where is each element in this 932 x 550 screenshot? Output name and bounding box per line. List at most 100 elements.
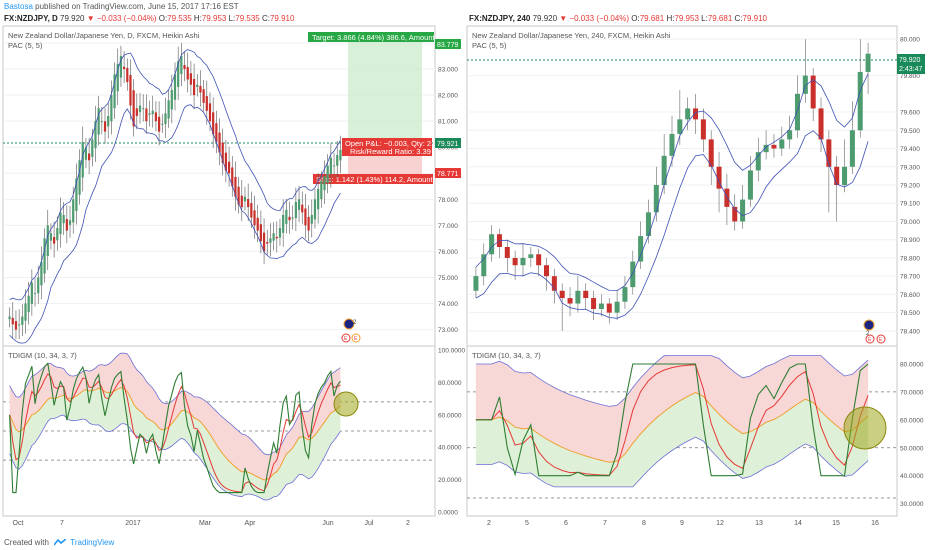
svg-text:E: E [354,336,358,342]
left-time-tick: 2 [406,520,410,527]
left-price-axis[interactable]: 84.00083.00082.00081.00080.00079.00078.0… [438,41,458,335]
left-tdi-tick: 20.0000 [438,477,462,484]
left-chart-title: New Zealand Dollar/Japanese Yen, D, FXCM… [8,31,200,40]
left-candle-body [237,186,240,205]
left-candle-body [138,105,142,113]
right-candle-body [810,75,816,109]
left-candle-body [326,165,329,183]
left-tdi-tick: 0.0000 [438,510,458,517]
rr-label: Risk/Reward Ratio: 3.39 [350,147,431,156]
footer-brand[interactable]: TradingView [70,538,115,547]
left-candle-body [304,208,307,226]
right-candle-body [473,276,479,291]
left-candle-body [21,316,24,325]
svg-text:78.771: 78.771 [437,171,459,178]
left-candle-body [173,74,177,100]
left-candle-body [88,153,91,161]
right-event-markers[interactable]: 2 E E [863,319,886,344]
right-candle-body [779,139,785,149]
left-candle-body [84,147,88,160]
left-candle-body [240,195,243,208]
left-candle-body [148,113,151,115]
right-candle-body [802,75,808,94]
left-time-tick: Oct [13,520,24,527]
left-tdi-tick: 80.0000 [438,380,462,387]
left-candle-body [37,277,40,294]
left-candle-body [27,295,30,313]
left-candle-body [192,78,196,96]
author-link[interactable]: Bastosa [4,2,33,11]
right-candle-body [638,236,644,262]
left-price-tick: 81.000 [438,119,458,126]
right-candle-body [504,247,510,258]
right-tdi-tick: 30.0000 [900,501,924,508]
left-candle-body [336,155,339,166]
left-time-axis[interactable]: Oct 7 2017 Mar Apr Jun Jul 2 [13,520,410,527]
right-candle-body [755,152,761,171]
right-candle-body [771,144,777,149]
left-price-tick: 75.000 [438,275,458,282]
right-tdi-band-upper [475,355,869,407]
right-candle-body [606,303,612,313]
right-candle-body [598,303,604,309]
right-candle-body [849,130,855,167]
left-candle-body [62,214,65,224]
left-tdi-axis[interactable]: 100.0000 80.0000 60.0000 40.0000 20.0000 0.00… [438,348,465,517]
right-time-tick: 6 [564,520,568,527]
left-event-markers[interactable]: 2 E E [341,318,361,343]
left-candle-body [313,199,317,220]
right-time-tick: 14 [794,520,802,527]
right-tdi-axis[interactable]: 80.0000 70.0000 60.0000 50.0000 40.0000 30.00… [900,361,924,508]
right-price-tick: 79.400 [900,146,920,153]
left-candle-body [320,181,323,200]
right-price-axis[interactable]: 80.000 79.800 79.600 79.500 79.400 79.300 79.2… [900,37,920,336]
left-candle-body [142,108,145,110]
left-stop-tag: 78.771 [435,168,461,178]
left-symbol[interactable]: FX:NZDJPY, D [4,14,58,23]
left-candle-body [43,238,46,274]
left-time-tick: Apr [245,520,257,527]
right-symbol[interactable]: FX:NZDJPY, 240 [469,14,531,23]
left-target-tag: 83.779 [435,39,461,49]
svg-text:E: E [879,337,883,343]
left-candle-body [307,216,310,231]
left-candle-body [65,219,68,231]
right-tdi-tick: 40.0000 [900,473,924,480]
left-candle-body [161,123,164,125]
right-candle-body [614,301,620,313]
left-symbol-line: FX:NZDJPY, D 79.920 ▼ −0.033 (−0.04%) O:… [4,14,294,24]
right-tdi-tick: 60.0000 [900,417,924,424]
right-candle-body [834,166,840,185]
right-price-pane[interactable] [466,25,898,347]
left-candle-body [259,224,262,242]
left-candle-body [221,142,224,163]
left-position-tool[interactable]: Target: 3.866 (4.84%) 386.6, Amount: ...… [308,32,445,184]
left-candle-body [164,113,167,124]
right-highlight-circle [843,406,887,450]
left-candle-body [154,112,158,122]
right-price-tick: 80.000 [900,37,920,44]
left-candle-body [310,214,313,224]
left-candle-body [278,227,282,238]
right-tdi-tick: 70.0000 [900,389,924,396]
right-chart-title: New Zealand Dollar/Japanese Yen, 240, FX… [472,31,671,40]
right-candle-body [489,234,495,255]
left-candle-body [339,149,342,161]
right-time-tick: 9 [680,520,684,527]
left-candle-body [180,56,183,75]
left-candle-body [107,115,110,127]
right-ohlc: O:79.681 H:79.953 L:79.681 C:79.910 [631,14,767,23]
right-candle-body [747,170,753,200]
right-candle-body [740,199,746,222]
left-change: ▼ −0.033 (−0.04%) [86,14,157,23]
left-tdi-upper-fill [9,353,341,480]
left-ohlc: O:79.535 H:79.953 L:79.535 C:79.910 [158,14,295,23]
right-tdi-orange [475,391,869,463]
right-candle-body [512,257,518,266]
right-gridlines [467,38,897,332]
right-time-axis[interactable]: 2 5 6 7 8 9 12 13 14 15 16 [487,520,879,527]
left-candle-body [72,199,75,223]
right-tdi-upper-fill [475,355,869,463]
left-candle-body [24,303,27,321]
